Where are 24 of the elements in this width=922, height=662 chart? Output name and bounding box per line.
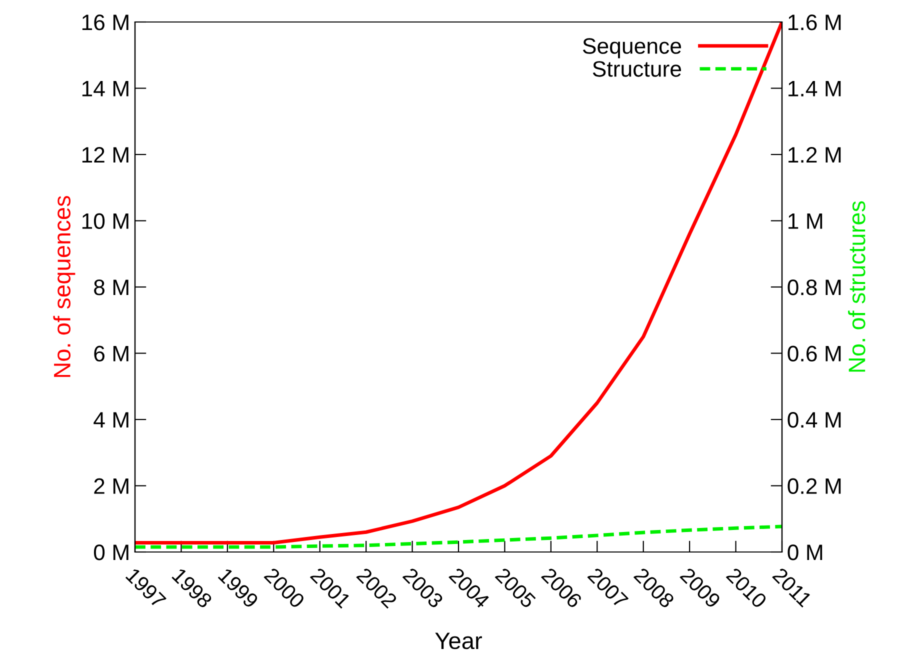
y2-tick-label: 0.4 M <box>788 412 841 428</box>
y2-tick-label: 1.6 M <box>788 14 841 30</box>
y2-tick-label: 0 M <box>788 544 822 560</box>
y-tick-label: 2 M <box>94 478 128 494</box>
y-axis-title: No. of sequences <box>53 196 76 377</box>
y2-tick-label: 0.2 M <box>788 478 841 494</box>
y-tick-label: 10 M <box>82 213 128 230</box>
y-tick-label: 8 M <box>94 280 128 296</box>
legend-label: Sequence <box>582 38 682 58</box>
line-series <box>135 524 782 549</box>
y-tick-label: 12 M <box>82 147 128 163</box>
y-tick-label: 6 M <box>94 346 128 362</box>
y2-tick-label: 0.8 M <box>788 280 841 296</box>
y2-axis-title: No. of structures <box>848 201 866 372</box>
y-tick-label: 4 M <box>94 412 128 428</box>
y-tick-label: 16 M <box>82 14 128 30</box>
y2-tick-label: 0.6 M <box>788 346 841 362</box>
y-tick-label: 14 M <box>82 81 128 96</box>
x-axis-title: Year <box>435 632 482 650</box>
y2-tick-label: 1.2 M <box>788 147 841 163</box>
y2-tick-label: 1.4 M <box>788 81 841 96</box>
legend-label: Structure <box>592 61 682 77</box>
y-tick-label: 0 M <box>94 544 128 560</box>
y2-tick-label: 1 M <box>788 214 822 229</box>
